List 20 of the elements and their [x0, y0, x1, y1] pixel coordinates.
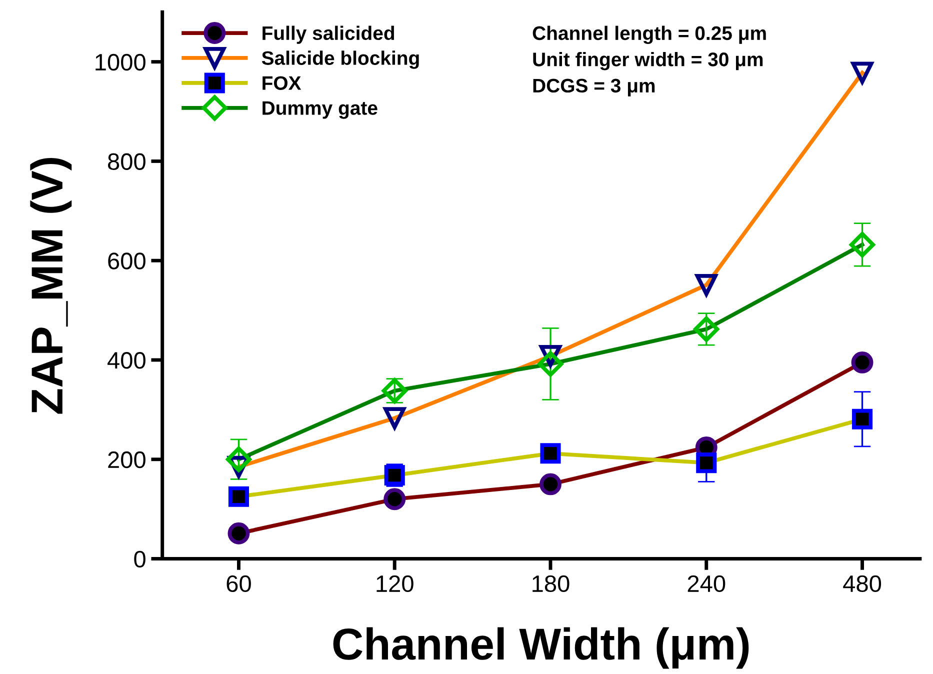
y-tick-label: 200 — [108, 451, 146, 468]
legend-label: Dummy gate — [262, 101, 378, 119]
legend-label: FOX — [262, 76, 302, 90]
annotation: DCGS = 3 μm — [533, 78, 655, 96]
y-tick-label: 600 — [108, 252, 146, 270]
y-tick-label: 1000 — [96, 54, 146, 71]
y-axis-title: ZAP_MM (V) — [30, 158, 72, 414]
x-tick-label: 120 — [376, 575, 414, 592]
x-tick-label: 240 — [688, 575, 726, 592]
legend-label: Fully salicided — [262, 26, 394, 44]
y-tick-label: 800 — [108, 153, 146, 170]
x-tick-label: 480 — [843, 575, 882, 592]
annotation: Unit finger width = 30 μm — [533, 52, 763, 70]
x-tick-label: 180 — [532, 575, 570, 592]
y-tick-label: 400 — [108, 352, 146, 369]
x-tick-label: 60 — [226, 575, 251, 592]
legend-label: Salicide blocking — [262, 50, 419, 69]
y-tick-label: 0 — [134, 550, 146, 568]
x-axis-title: Channel Width (μm) — [333, 627, 749, 669]
annotation: Channel length = 0.25 μm — [532, 26, 766, 44]
